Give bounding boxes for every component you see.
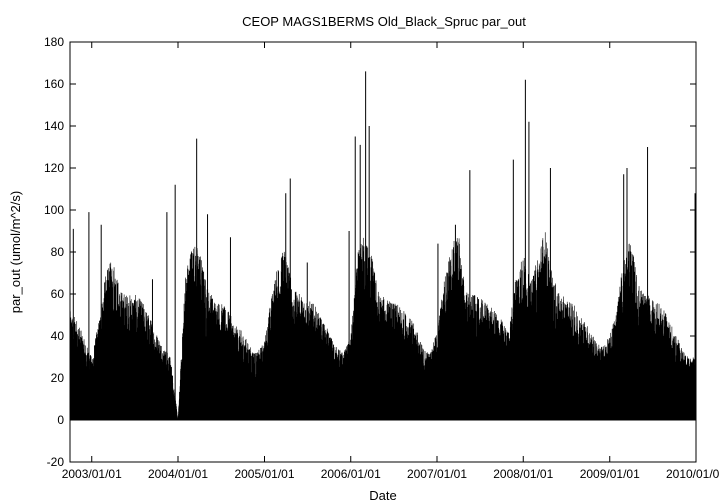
x-tick-label: 2005/01/01 — [234, 467, 294, 481]
y-tick-label: 0 — [57, 413, 64, 427]
x-tick-label: 2003/01/01 — [62, 467, 122, 481]
x-tick-label: 2008/01/01 — [493, 467, 553, 481]
x-tick-label: 2006/01/01 — [321, 467, 381, 481]
y-axis-label: par_out (umol/m^2/s) — [8, 191, 23, 313]
x-axis-label: Date — [369, 488, 396, 503]
x-tick-label: 2004/01/01 — [148, 467, 208, 481]
y-tick-label: 100 — [44, 203, 64, 217]
y-axis: -20 0 20 40 60 80 100 120 140 160 180 — [44, 35, 696, 469]
y-tick-label: 120 — [44, 161, 64, 175]
y-tick-label: 80 — [51, 245, 65, 259]
y-tick-label: 160 — [44, 77, 64, 91]
y-tick-label: 180 — [44, 35, 64, 49]
y-tick-label: -20 — [47, 455, 65, 469]
chart-title: CEOP MAGS1BERMS Old_Black_Spruc par_out — [242, 14, 526, 29]
series-line — [69, 232, 697, 420]
x-axis: 2003/01/01 2004/01/01 2005/01/01 2006/01/01… — [62, 42, 720, 481]
y-tick-label: 140 — [44, 119, 64, 133]
y-tick-label: 20 — [51, 371, 65, 385]
y-tick-label: 60 — [51, 287, 65, 301]
data-series — [69, 71, 697, 421]
y-tick-label: 40 — [51, 329, 65, 343]
x-tick-label: 2009/01/01 — [580, 467, 640, 481]
x-tick-label: 2007/01/01 — [407, 467, 467, 481]
x-tick-label: 2010/01/01 — [666, 467, 720, 481]
